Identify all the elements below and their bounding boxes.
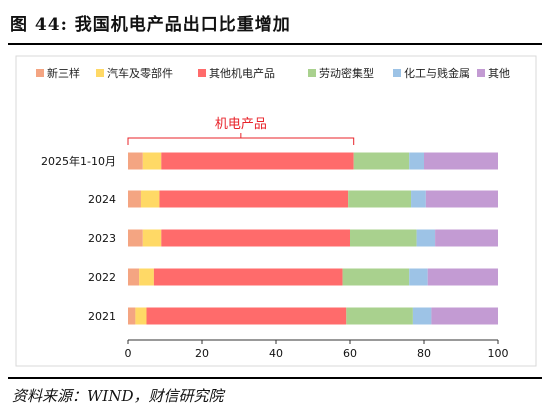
y-tick-label: 2022: [88, 271, 116, 284]
title-divider: [8, 43, 542, 45]
x-tick-label: 0: [125, 347, 132, 360]
y-tick-label: 2021: [88, 310, 116, 323]
x-tick-label: 20: [195, 347, 209, 360]
bar-segment: [153, 268, 343, 286]
x-tick-label: 60: [343, 347, 357, 360]
annotation-bracket: [127, 133, 355, 145]
bar-segment: [350, 229, 417, 247]
bar-segment: [409, 152, 424, 170]
bar-segment: [431, 307, 498, 325]
chart-bars: [128, 152, 498, 325]
bar-segment: [342, 268, 410, 286]
x-tick-label: 80: [417, 347, 431, 360]
y-axis: 2025年1-10月 2024 2023 2022 2021: [41, 154, 116, 323]
x-tick-label: 40: [269, 347, 283, 360]
bar-segment: [128, 307, 136, 325]
bar-segment: [128, 268, 140, 286]
legend-swatch: [96, 69, 104, 77]
footer-divider: [8, 377, 542, 379]
bar-segment: [409, 268, 428, 286]
legend-swatch: [308, 69, 316, 77]
bar-segment: [161, 152, 354, 170]
bar-segment: [427, 268, 498, 286]
figure-title: 图 44: 我国机电产品出口比重增加: [10, 15, 291, 35]
bar-segment: [435, 229, 498, 247]
bar-segment: [140, 190, 160, 208]
bar-segment: [142, 229, 162, 247]
y-tick-label: 2023: [88, 232, 116, 245]
bar-segment: [161, 229, 350, 247]
bar-segment: [425, 190, 498, 208]
bar-segment: [412, 307, 432, 325]
y-tick-label: 2024: [88, 193, 116, 206]
stacked-bar-chart: 新三样 汽车及零部件 其他机电产品 劳动密集型 化工与贱金属 其他 机电产品 2025年1…: [15, 55, 537, 367]
bar-segment: [411, 190, 426, 208]
bar-segment: [159, 190, 349, 208]
legend-label: 新三样: [47, 66, 80, 80]
chart-legend: 新三样 汽车及零部件 其他机电产品 劳动密集型 化工与贱金属 其他: [36, 66, 510, 80]
chart-frame: [15, 55, 537, 367]
bar-segment: [128, 229, 143, 247]
legend-swatch: [198, 69, 206, 77]
y-tick-label: 2025年1-10月: [41, 154, 116, 168]
legend-label: 汽车及零部件: [107, 66, 173, 80]
legend-swatch: [393, 69, 401, 77]
bar-segment: [424, 152, 498, 170]
legend-label: 化工与贱金属: [404, 66, 470, 80]
bar-segment: [346, 307, 413, 325]
bar-segment: [142, 152, 162, 170]
chart-annotation: 机电产品: [127, 117, 355, 145]
bar-segment: [135, 307, 147, 325]
bar-segment: [416, 229, 436, 247]
legend-label: 劳动密集型: [319, 66, 374, 80]
bar-segment: [128, 152, 143, 170]
legend-label: 其他机电产品: [209, 66, 275, 80]
legend-label: 其他: [488, 67, 510, 80]
bar-segment: [353, 152, 410, 170]
source-note: 资料来源：WIND，财信研究院: [12, 387, 224, 405]
x-axis: 0 20 40 60 80 100: [125, 339, 509, 360]
legend-swatch: [36, 69, 44, 77]
bar-segment: [128, 190, 141, 208]
legend-swatch: [477, 69, 485, 77]
bar-segment: [139, 268, 154, 286]
bar-segment: [146, 307, 347, 325]
x-tick-label: 100: [488, 347, 509, 360]
bar-segment: [348, 190, 412, 208]
annotation-label: 机电产品: [215, 117, 267, 132]
